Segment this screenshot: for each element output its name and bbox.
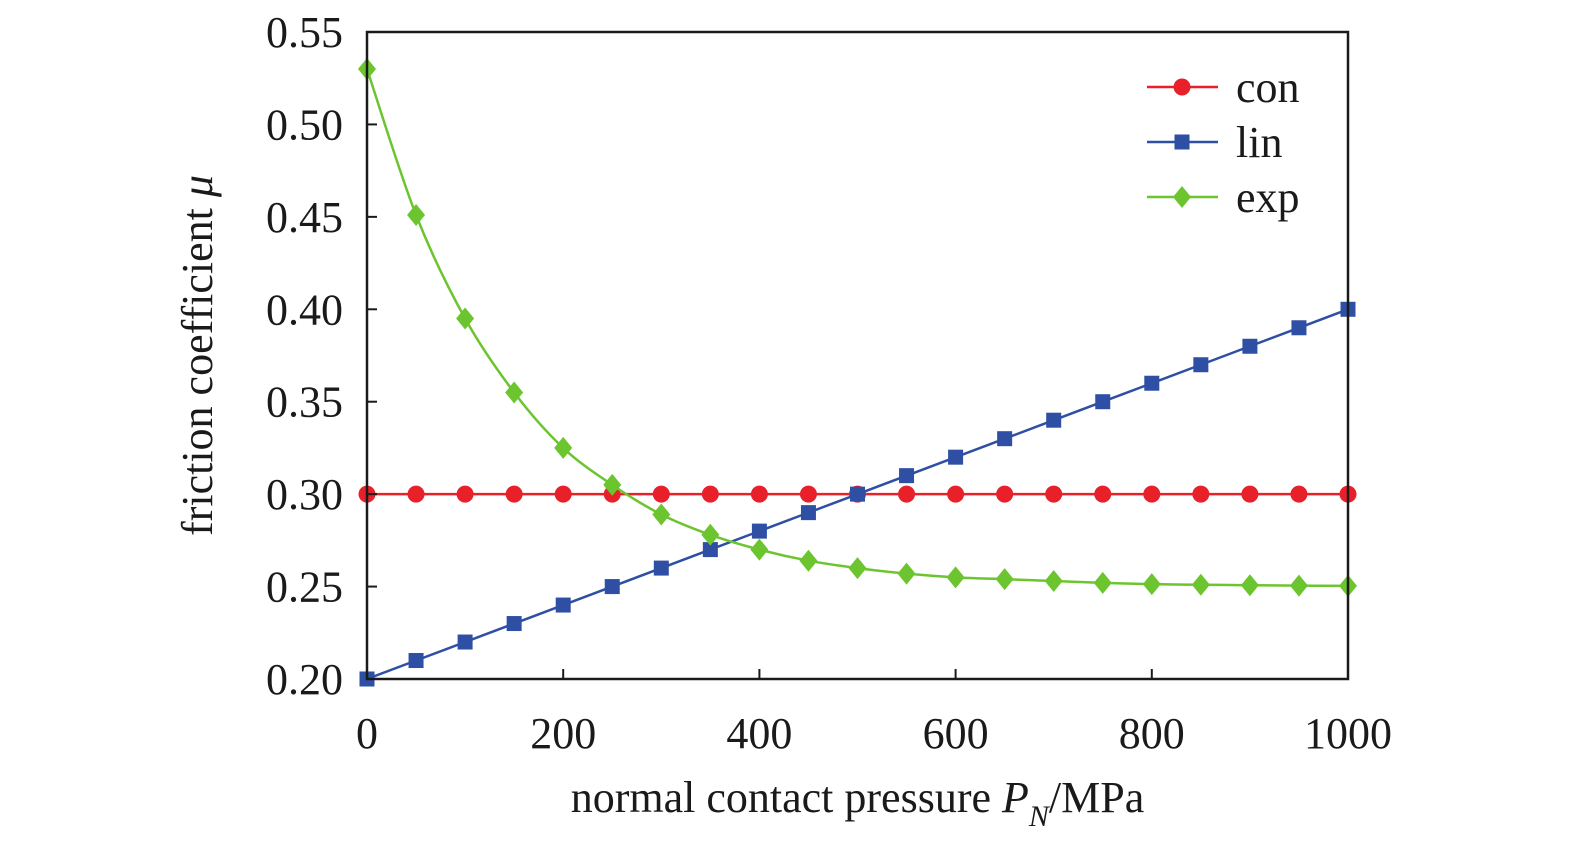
- data-point-marker: [1144, 375, 1160, 391]
- x-axis-title-main: normal contact pressure: [571, 773, 1002, 822]
- data-point-marker: [457, 634, 473, 650]
- data-point-marker: [1173, 186, 1191, 208]
- data-point-marker: [554, 485, 572, 503]
- data-point-marker: [1193, 357, 1209, 373]
- legend-label: exp: [1236, 173, 1300, 222]
- data-point-marker: [1093, 571, 1112, 594]
- data-point-marker: [897, 562, 916, 585]
- data-point-marker: [1192, 485, 1210, 503]
- x-axis-title-unit: /MPa: [1049, 773, 1144, 822]
- data-point-marker: [1143, 485, 1161, 503]
- data-point-marker: [456, 485, 474, 503]
- data-point-marker: [1094, 485, 1112, 503]
- y-tick-label: 0.30: [266, 470, 343, 519]
- data-point-marker: [1173, 78, 1191, 96]
- x-axis-title-subscript: N: [1028, 800, 1051, 833]
- data-point-marker: [1242, 338, 1258, 354]
- data-point-marker: [1241, 485, 1259, 503]
- legend-item-lin: lin: [1147, 118, 1282, 167]
- series-lin: [359, 301, 1356, 687]
- y-tick-label: 0.55: [266, 8, 343, 57]
- y-tick-label: 0.35: [266, 378, 343, 427]
- data-point-marker: [702, 542, 718, 558]
- x-tick-label: 800: [1119, 709, 1185, 758]
- data-point-marker: [848, 557, 867, 580]
- data-point-marker: [603, 473, 622, 496]
- data-point-marker: [407, 485, 425, 503]
- series-layer: [358, 57, 1357, 687]
- data-point-marker: [995, 568, 1014, 591]
- legend-item-exp: exp: [1147, 173, 1300, 222]
- x-tick-label: 400: [726, 709, 792, 758]
- data-point-marker: [1142, 573, 1161, 596]
- data-point-marker: [1044, 570, 1063, 593]
- x-tick-label: 0: [356, 709, 378, 758]
- data-point-marker: [701, 485, 719, 503]
- data-point-marker: [799, 549, 818, 572]
- plot-frame: [365, 30, 1350, 681]
- data-point-marker: [408, 653, 424, 669]
- legend-label: con: [1236, 63, 1300, 112]
- x-tick-label: 200: [530, 709, 596, 758]
- data-point-marker: [652, 503, 671, 526]
- y-tick-label: 0.25: [266, 563, 343, 612]
- data-point-marker: [997, 431, 1013, 447]
- data-point-marker: [1290, 485, 1308, 503]
- data-point-marker: [505, 485, 523, 503]
- data-point-marker: [946, 566, 965, 589]
- data-point-marker: [505, 381, 524, 404]
- y-tick-label: 0.40: [266, 285, 343, 334]
- data-point-marker: [554, 436, 573, 459]
- data-point-marker: [799, 485, 817, 503]
- data-point-marker: [850, 486, 865, 502]
- data-point-marker: [750, 538, 769, 561]
- data-point-marker: [1240, 574, 1259, 597]
- data-point-marker: [1045, 485, 1063, 503]
- data-point-marker: [898, 485, 916, 503]
- data-point-marker: [456, 307, 475, 330]
- data-point-marker: [947, 485, 965, 503]
- x-axis-title: normal contact pressure PN/MPa: [571, 773, 1145, 833]
- data-point-marker: [407, 204, 426, 227]
- data-point-marker: [899, 468, 915, 484]
- y-axis-title-variable: μ: [173, 175, 222, 198]
- y-tick-label: 0.45: [266, 193, 343, 242]
- series-line-exp: [365, 68, 1349, 588]
- legend: con lin exp: [1147, 63, 1300, 222]
- x-tick-label: 1000: [1304, 709, 1392, 758]
- y-axis-title-main: friction coefficient: [173, 197, 222, 536]
- data-point-marker: [996, 485, 1014, 503]
- x-axis: 0 200 400 600 800 1000: [356, 669, 1392, 758]
- data-point-marker: [701, 523, 720, 546]
- data-point-marker: [1174, 134, 1190, 150]
- data-point-marker: [750, 485, 768, 503]
- x-axis-title-variable: P: [1001, 773, 1029, 822]
- legend-item-con: con: [1147, 63, 1300, 112]
- series-con: [358, 485, 1357, 503]
- data-point-marker: [604, 579, 620, 595]
- data-point-marker: [751, 523, 767, 539]
- data-point-marker: [948, 449, 964, 465]
- y-axis-title: friction coefficient μ: [173, 175, 222, 536]
- data-point-marker: [653, 560, 669, 576]
- y-tick-label: 0.50: [266, 100, 343, 149]
- data-point-marker: [506, 616, 522, 632]
- legend-label: lin: [1236, 118, 1282, 167]
- series-exp: [358, 57, 1357, 597]
- data-point-marker: [555, 597, 571, 613]
- data-point-marker: [1046, 412, 1062, 428]
- data-point-marker: [1095, 394, 1111, 410]
- data-point-marker: [1291, 320, 1307, 336]
- data-point-marker: [1191, 573, 1210, 596]
- y-tick-label: 0.20: [266, 655, 343, 704]
- data-point-marker: [800, 505, 816, 521]
- y-axis: 0.20 0.25 0.30 0.35 0.40 0.45 0.50 0.55: [266, 8, 377, 704]
- data-point-marker: [1289, 574, 1308, 597]
- x-tick-label: 600: [923, 709, 989, 758]
- data-point-marker: [652, 485, 670, 503]
